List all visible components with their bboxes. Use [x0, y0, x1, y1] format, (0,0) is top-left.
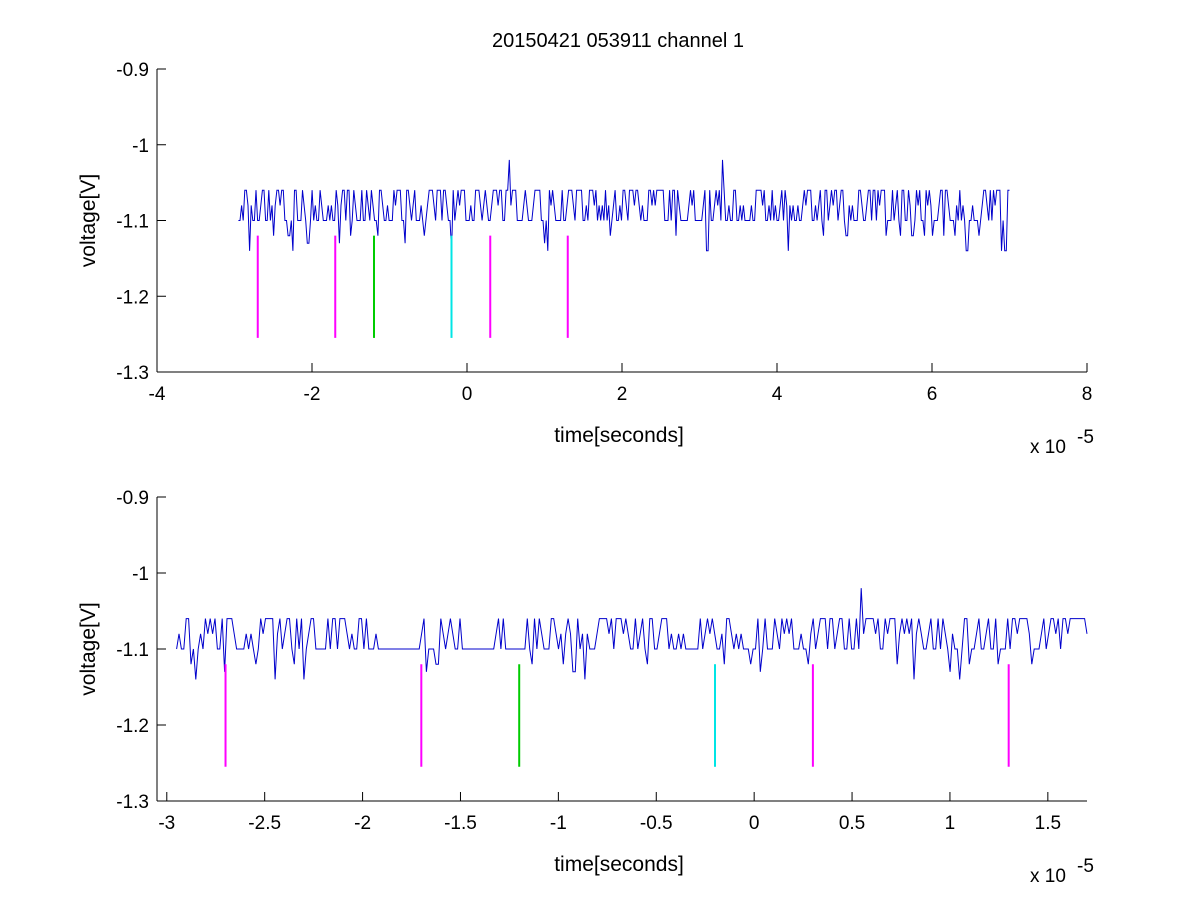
- y-tick-label: -1: [132, 136, 149, 157]
- x-tick-label: -2.5: [248, 813, 281, 834]
- x-axis-label: time[seconds]: [554, 424, 684, 447]
- x-tick-label: 1: [945, 813, 956, 834]
- x-axis-label: time[seconds]: [554, 853, 684, 876]
- x-tick-label: 1.5: [1035, 813, 1061, 834]
- x-tick-label: 0.5: [839, 813, 865, 834]
- x-tick-label: -0.5: [640, 813, 673, 834]
- x-tick-label: -2: [304, 384, 321, 405]
- y-tick-label: -1.2: [116, 716, 149, 737]
- y-tick-label: -1.1: [116, 640, 149, 661]
- x-tick-label: 8: [1082, 384, 1093, 405]
- figure-title: 20150421 053911 channel 1: [492, 30, 744, 52]
- y-tick-label: -1.2: [116, 287, 149, 308]
- x-tick-label: 0: [749, 813, 760, 834]
- x-tick-label: 6: [927, 384, 938, 405]
- x-tick-label: -4: [149, 384, 166, 405]
- y-tick-label: -1.1: [116, 212, 149, 233]
- signal-series-line: [176, 588, 1088, 680]
- y-tick-label: -1: [132, 564, 149, 585]
- y-axis-label: voltage[V]: [77, 174, 100, 267]
- x-exponent: -5: [1077, 856, 1094, 877]
- x-tick-label: 0: [462, 384, 473, 405]
- bottom-plot: -0.9 -1 -1.1 -1.2 -1.3 -3 -2.5 -2 -1.5 -1 -0.5 0 0.5…: [77, 488, 1094, 887]
- signal-series-line: [238, 159, 1010, 252]
- y-tick-label: -0.9: [116, 488, 149, 509]
- x-exponent-label: x 10: [1030, 866, 1066, 887]
- y-tick-label: -1.3: [116, 792, 149, 813]
- x-exponent-label: x 10: [1030, 437, 1066, 458]
- x-tick-label: 2: [617, 384, 628, 405]
- top-plot: -0.9 -1 -1.1 -1.2 -1.3-4 -2 0 2 4 6 8 time[seconds]…: [77, 60, 1094, 458]
- x-tick-label: -2: [354, 813, 371, 834]
- y-axis-label: voltage[V]: [77, 602, 100, 695]
- x-tick-label: -1.5: [444, 813, 477, 834]
- y-tick-label: -1.3: [116, 363, 149, 384]
- x-tick-label: -1: [550, 813, 567, 834]
- x-tick-label: 4: [772, 384, 783, 405]
- x-exponent: -5: [1077, 427, 1094, 448]
- y-tick-label: -0.9: [116, 60, 149, 81]
- x-tick-label: -3: [158, 813, 175, 834]
